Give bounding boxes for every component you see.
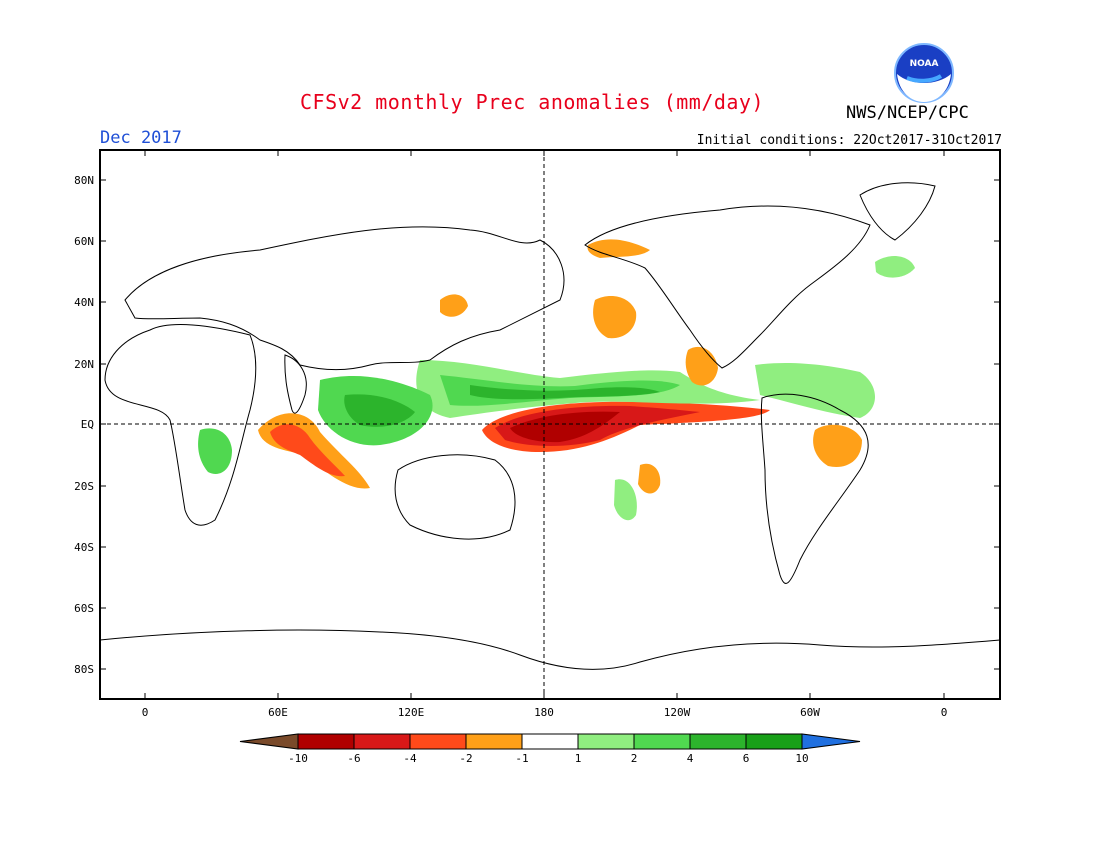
arctic-wet (875, 256, 915, 278)
colorbar-label: -6 (347, 752, 360, 765)
lat-label: 60N (74, 235, 94, 248)
lat-label: EQ (81, 418, 94, 431)
lat-label: 60S (74, 602, 94, 615)
lat-label: 20N (74, 358, 94, 371)
africa-wet (198, 428, 232, 474)
colorbar-arrow-low (239, 733, 299, 750)
colorbar-swatch (465, 733, 523, 750)
coastlines (99, 182, 1001, 670)
forecast-month: Dec 2017 (100, 128, 182, 148)
lon-label: 120E (398, 706, 425, 719)
lon-label: 60W (800, 706, 820, 719)
lon-label: 60E (268, 706, 288, 719)
coast-europe-asia (124, 226, 565, 371)
initial-conditions: Initial conditions: 22Oct2017-31Oct2017 (696, 133, 1002, 148)
colorbar-label: -1 (515, 752, 528, 765)
colorbar-label: -10 (288, 752, 308, 765)
npac-dry (593, 296, 637, 339)
colorbar-swatch (689, 733, 747, 750)
pacific-dry-core (510, 411, 620, 443)
longitude-axis: 0 60E 120E 180 120W 60W 0 (142, 150, 948, 719)
coast-antarctica (99, 629, 1001, 670)
coast-north-america (584, 205, 871, 369)
colorbar-label: -4 (403, 752, 417, 765)
colorbar-arrow-high (801, 733, 861, 750)
agency-label: NWS/NCEP/CPC (846, 103, 969, 123)
maritime-wet-core (344, 394, 415, 427)
coast-south-america (760, 393, 869, 584)
lon-label: 180 (534, 706, 554, 719)
colorbar-label: -2 (459, 752, 472, 765)
coast-india (284, 354, 307, 414)
colorbar-swatch (745, 733, 803, 750)
indian-dry-core (270, 424, 345, 477)
japan-dry (440, 294, 468, 317)
colorbar-label: 10 (795, 752, 808, 765)
lat-label: 40N (74, 296, 94, 309)
logo-text: NOAA (910, 59, 939, 69)
coast-greenland (859, 182, 936, 241)
lat-label: 80S (74, 663, 94, 676)
colorbar-label: 6 (743, 752, 750, 765)
spac-dry (638, 463, 661, 494)
lon-label: 0 (941, 706, 948, 719)
coast-australia (394, 454, 516, 540)
lat-label: 40S (74, 541, 94, 554)
colorbar-label: 2 (631, 752, 638, 765)
colorbar-label: 4 (687, 752, 694, 765)
brazil-dry (813, 424, 862, 467)
colorbar-swatch (409, 733, 467, 750)
colorbar-swatch (297, 733, 355, 750)
colorbar-label: 1 (575, 752, 582, 765)
colorbar-swatch (577, 733, 635, 750)
lat-label: 20S (74, 480, 94, 493)
noaa-logo: NOAA (894, 43, 954, 103)
itcz-wet-core (470, 385, 660, 400)
colorbar-swatch (521, 733, 579, 750)
atlantic-wet (755, 362, 875, 418)
colorbar-swatch (353, 733, 411, 750)
chart-title: CFSv2 monthly Prec anomalies (mm/day) (300, 90, 765, 114)
coast-africa (104, 324, 257, 526)
spac-wet (614, 479, 637, 521)
colorbar-swatch (633, 733, 691, 750)
lon-label: 120W (664, 706, 691, 719)
lat-label: 80N (74, 174, 94, 187)
colorbar: -10 -6 -4 -2 -1 1 2 4 6 10 (239, 733, 861, 765)
latitude-axis: 80N 60N 40N 20N EQ 20S 40S 60S 80S (74, 174, 1000, 676)
anomaly-fills (198, 239, 915, 521)
lon-label: 0 (142, 706, 149, 719)
